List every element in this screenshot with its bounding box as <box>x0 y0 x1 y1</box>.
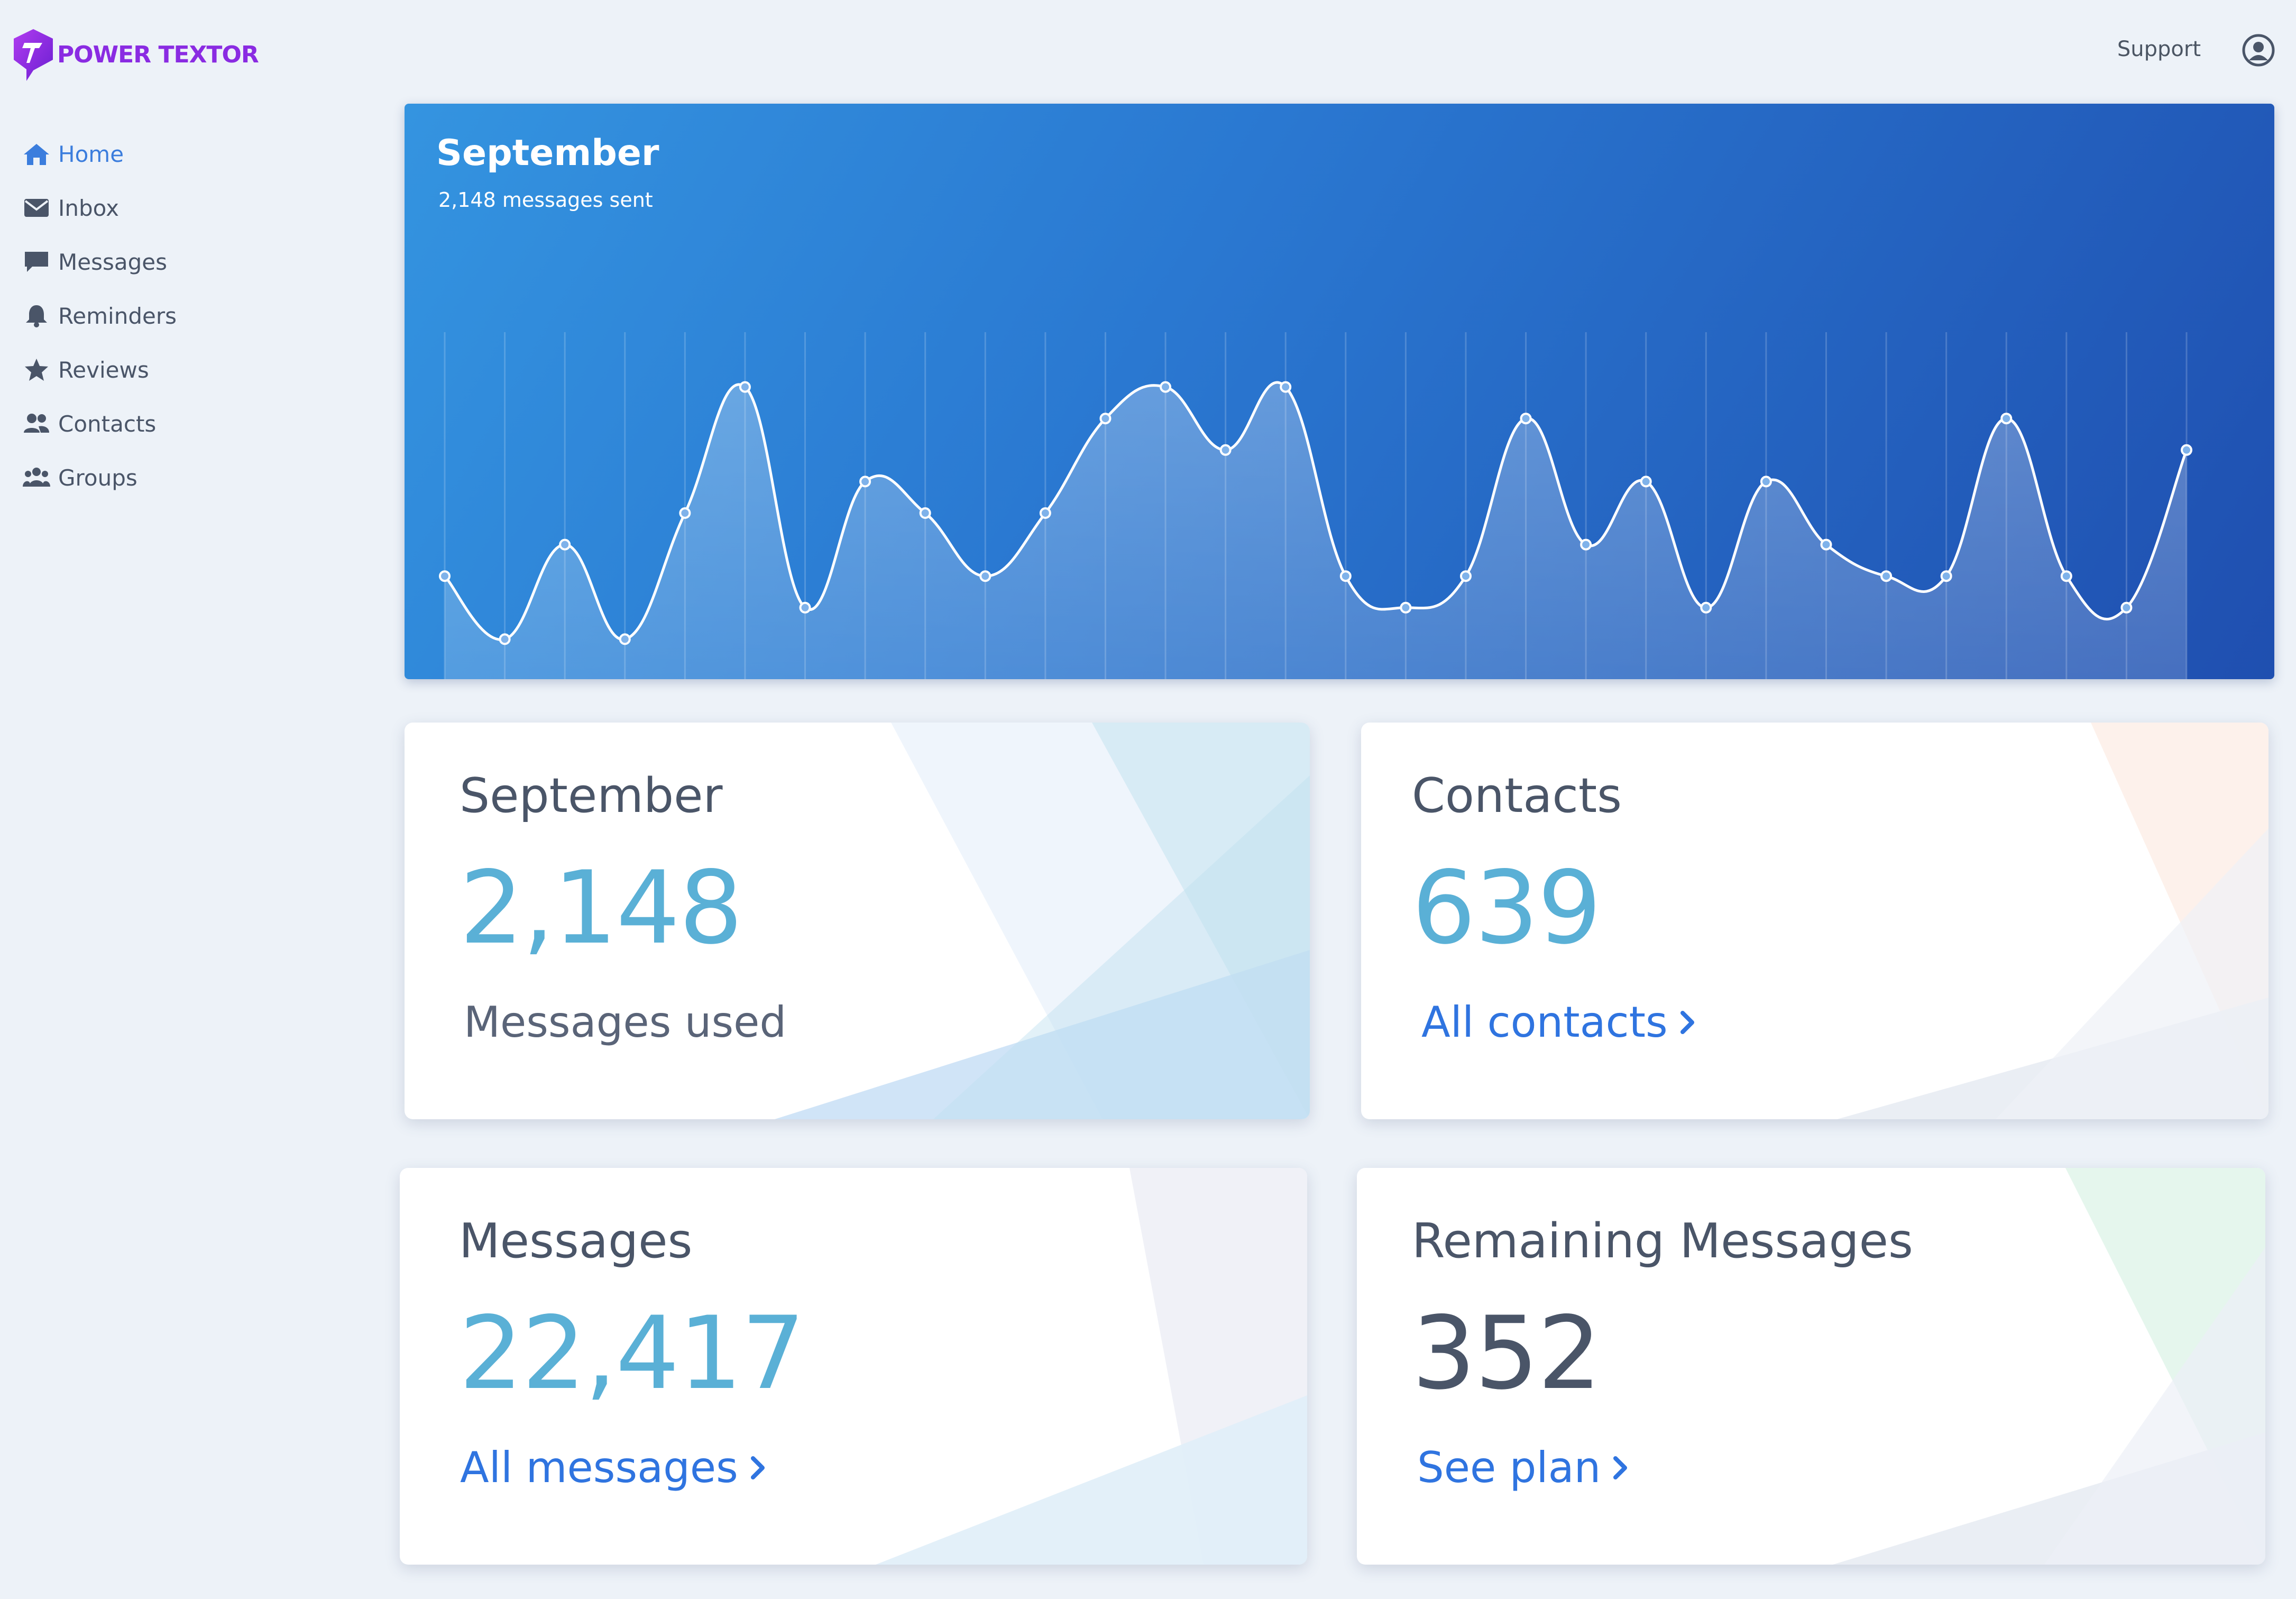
stat-card-title: Contacts <box>1412 768 1622 824</box>
chart-point <box>739 381 751 393</box>
sidebar-item-home[interactable]: Home <box>21 127 360 181</box>
stat-card-value: 639 <box>1412 849 1602 966</box>
brand-logo[interactable]: POWER TEXTOR <box>12 25 259 84</box>
stat-card-subtitle: Messages used <box>464 998 787 1047</box>
chart-point <box>2060 570 2072 582</box>
chart-title: September <box>436 132 659 174</box>
envelope-icon <box>21 196 52 220</box>
chart-point <box>859 476 871 488</box>
stat-card-title: Messages <box>459 1213 693 1269</box>
sidebar-item-label: Home <box>58 141 124 167</box>
sidebar-item-label: Contacts <box>58 410 157 437</box>
card-background-decoration <box>775 723 1310 1119</box>
chart-point <box>1280 381 1292 393</box>
home-icon <box>21 142 52 166</box>
chart-series-line <box>444 381 2188 641</box>
chart-point <box>1640 476 1652 488</box>
monthly-chart-card: 1234567891011121314151617181920212223242… <box>405 104 2274 679</box>
bell-icon <box>21 304 52 328</box>
stat-card-title: Remaining Messages <box>1412 1213 1913 1269</box>
star-icon <box>21 358 52 382</box>
brand-name: POWER TEXTOR <box>57 41 259 68</box>
monthly-area-chart: 1234567891011121314151617181920212223242… <box>439 332 2192 679</box>
chart-point <box>499 633 511 645</box>
user-group-icon <box>21 465 52 490</box>
stat-card-september: September 2,148 Messages used <box>405 723 1310 1119</box>
sidebar-item-label: Groups <box>58 464 137 491</box>
sidebar: Home Inbox Messages Reminders Reviews Co… <box>21 127 360 505</box>
all-messages-link[interactable]: All messages <box>460 1443 766 1492</box>
sidebar-item-reminders[interactable]: Reminders <box>21 289 360 343</box>
chart-subtitle: 2,148 messages sent <box>438 188 653 212</box>
chart-point <box>1700 601 1712 614</box>
sidebar-item-contacts[interactable]: Contacts <box>21 397 360 451</box>
logo-icon <box>14 29 53 81</box>
see-plan-link[interactable]: See plan <box>1417 1443 1628 1492</box>
chart-point <box>1760 476 1772 488</box>
chart-point <box>1459 570 1472 582</box>
chart-point <box>2120 601 2133 614</box>
card-background-decoration <box>1837 723 2269 1119</box>
chart-point <box>1160 381 1172 393</box>
stat-card-value: 22,417 <box>459 1295 805 1412</box>
sidebar-item-label: Messages <box>58 249 167 275</box>
chart-point <box>1339 570 1352 582</box>
chart-point <box>2000 413 2013 425</box>
link-label: All contacts <box>1421 998 1668 1047</box>
chart-point <box>799 601 811 614</box>
chart-point <box>1039 507 1051 519</box>
chevron-right-icon <box>1680 1010 1694 1034</box>
sidebar-item-label: Reminders <box>58 303 177 329</box>
stat-card-remaining-messages: Remaining Messages 352 See plan <box>1357 1168 2265 1565</box>
chart-point <box>1880 570 1893 582</box>
chart-point <box>1520 413 1532 425</box>
chart-point <box>619 633 631 645</box>
chart-point <box>679 507 691 519</box>
sidebar-item-reviews[interactable]: Reviews <box>21 343 360 397</box>
chart-point <box>1219 444 1232 456</box>
chart-point <box>919 507 931 519</box>
stat-card-title: September <box>460 768 723 824</box>
stat-card-messages: Messages 22,417 All messages <box>400 1168 1307 1565</box>
card-background-decoration <box>1833 1168 2265 1565</box>
support-link[interactable]: Support <box>2117 37 2201 61</box>
chart-point <box>1940 570 1952 582</box>
link-label: See plan <box>1417 1443 1601 1492</box>
chevron-right-icon <box>750 1456 765 1479</box>
chat-bubble-icon <box>21 250 52 274</box>
chart-point <box>439 570 451 582</box>
sidebar-item-groups[interactable]: Groups <box>21 451 360 505</box>
chart-point <box>979 570 991 582</box>
chart-point <box>1099 413 1112 425</box>
card-background-decoration <box>876 1168 1307 1565</box>
sidebar-item-label: Inbox <box>58 195 119 221</box>
link-label: All messages <box>460 1443 738 1492</box>
users-icon <box>21 412 52 436</box>
chart-point <box>559 538 571 551</box>
chart-point <box>1580 538 1592 551</box>
chart-point <box>1400 601 1412 614</box>
stat-card-contacts: Contacts 639 All contacts <box>1361 723 2269 1119</box>
chart-point <box>1820 538 1832 551</box>
chevron-right-icon <box>1613 1456 1628 1479</box>
sidebar-item-messages[interactable]: Messages <box>21 235 360 289</box>
sidebar-item-label: Reviews <box>58 357 149 383</box>
stat-card-value: 2,148 <box>460 849 743 966</box>
chart-point <box>2181 444 2192 456</box>
all-contacts-link[interactable]: All contacts <box>1421 998 1695 1047</box>
sidebar-item-inbox[interactable]: Inbox <box>21 181 360 235</box>
chart-area-fill <box>445 382 2187 679</box>
user-avatar-icon[interactable] <box>2242 34 2275 67</box>
stat-card-value: 352 <box>1412 1295 1602 1412</box>
